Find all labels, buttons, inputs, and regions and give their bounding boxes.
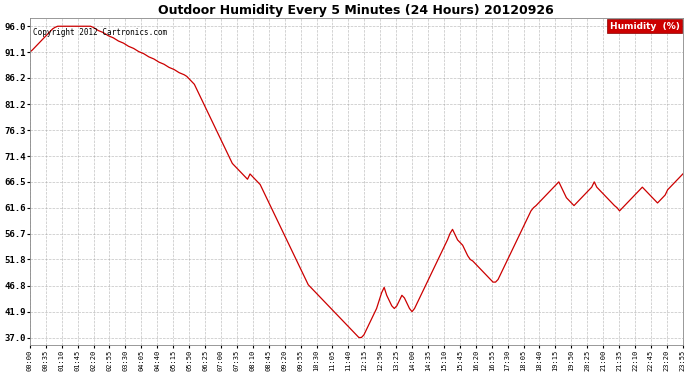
Text: Copyright 2012 Cartronics.com: Copyright 2012 Cartronics.com [33,28,167,37]
Title: Outdoor Humidity Every 5 Minutes (24 Hours) 20120926: Outdoor Humidity Every 5 Minutes (24 Hou… [159,4,554,17]
Text: Humidity  (%): Humidity (%) [610,22,680,31]
